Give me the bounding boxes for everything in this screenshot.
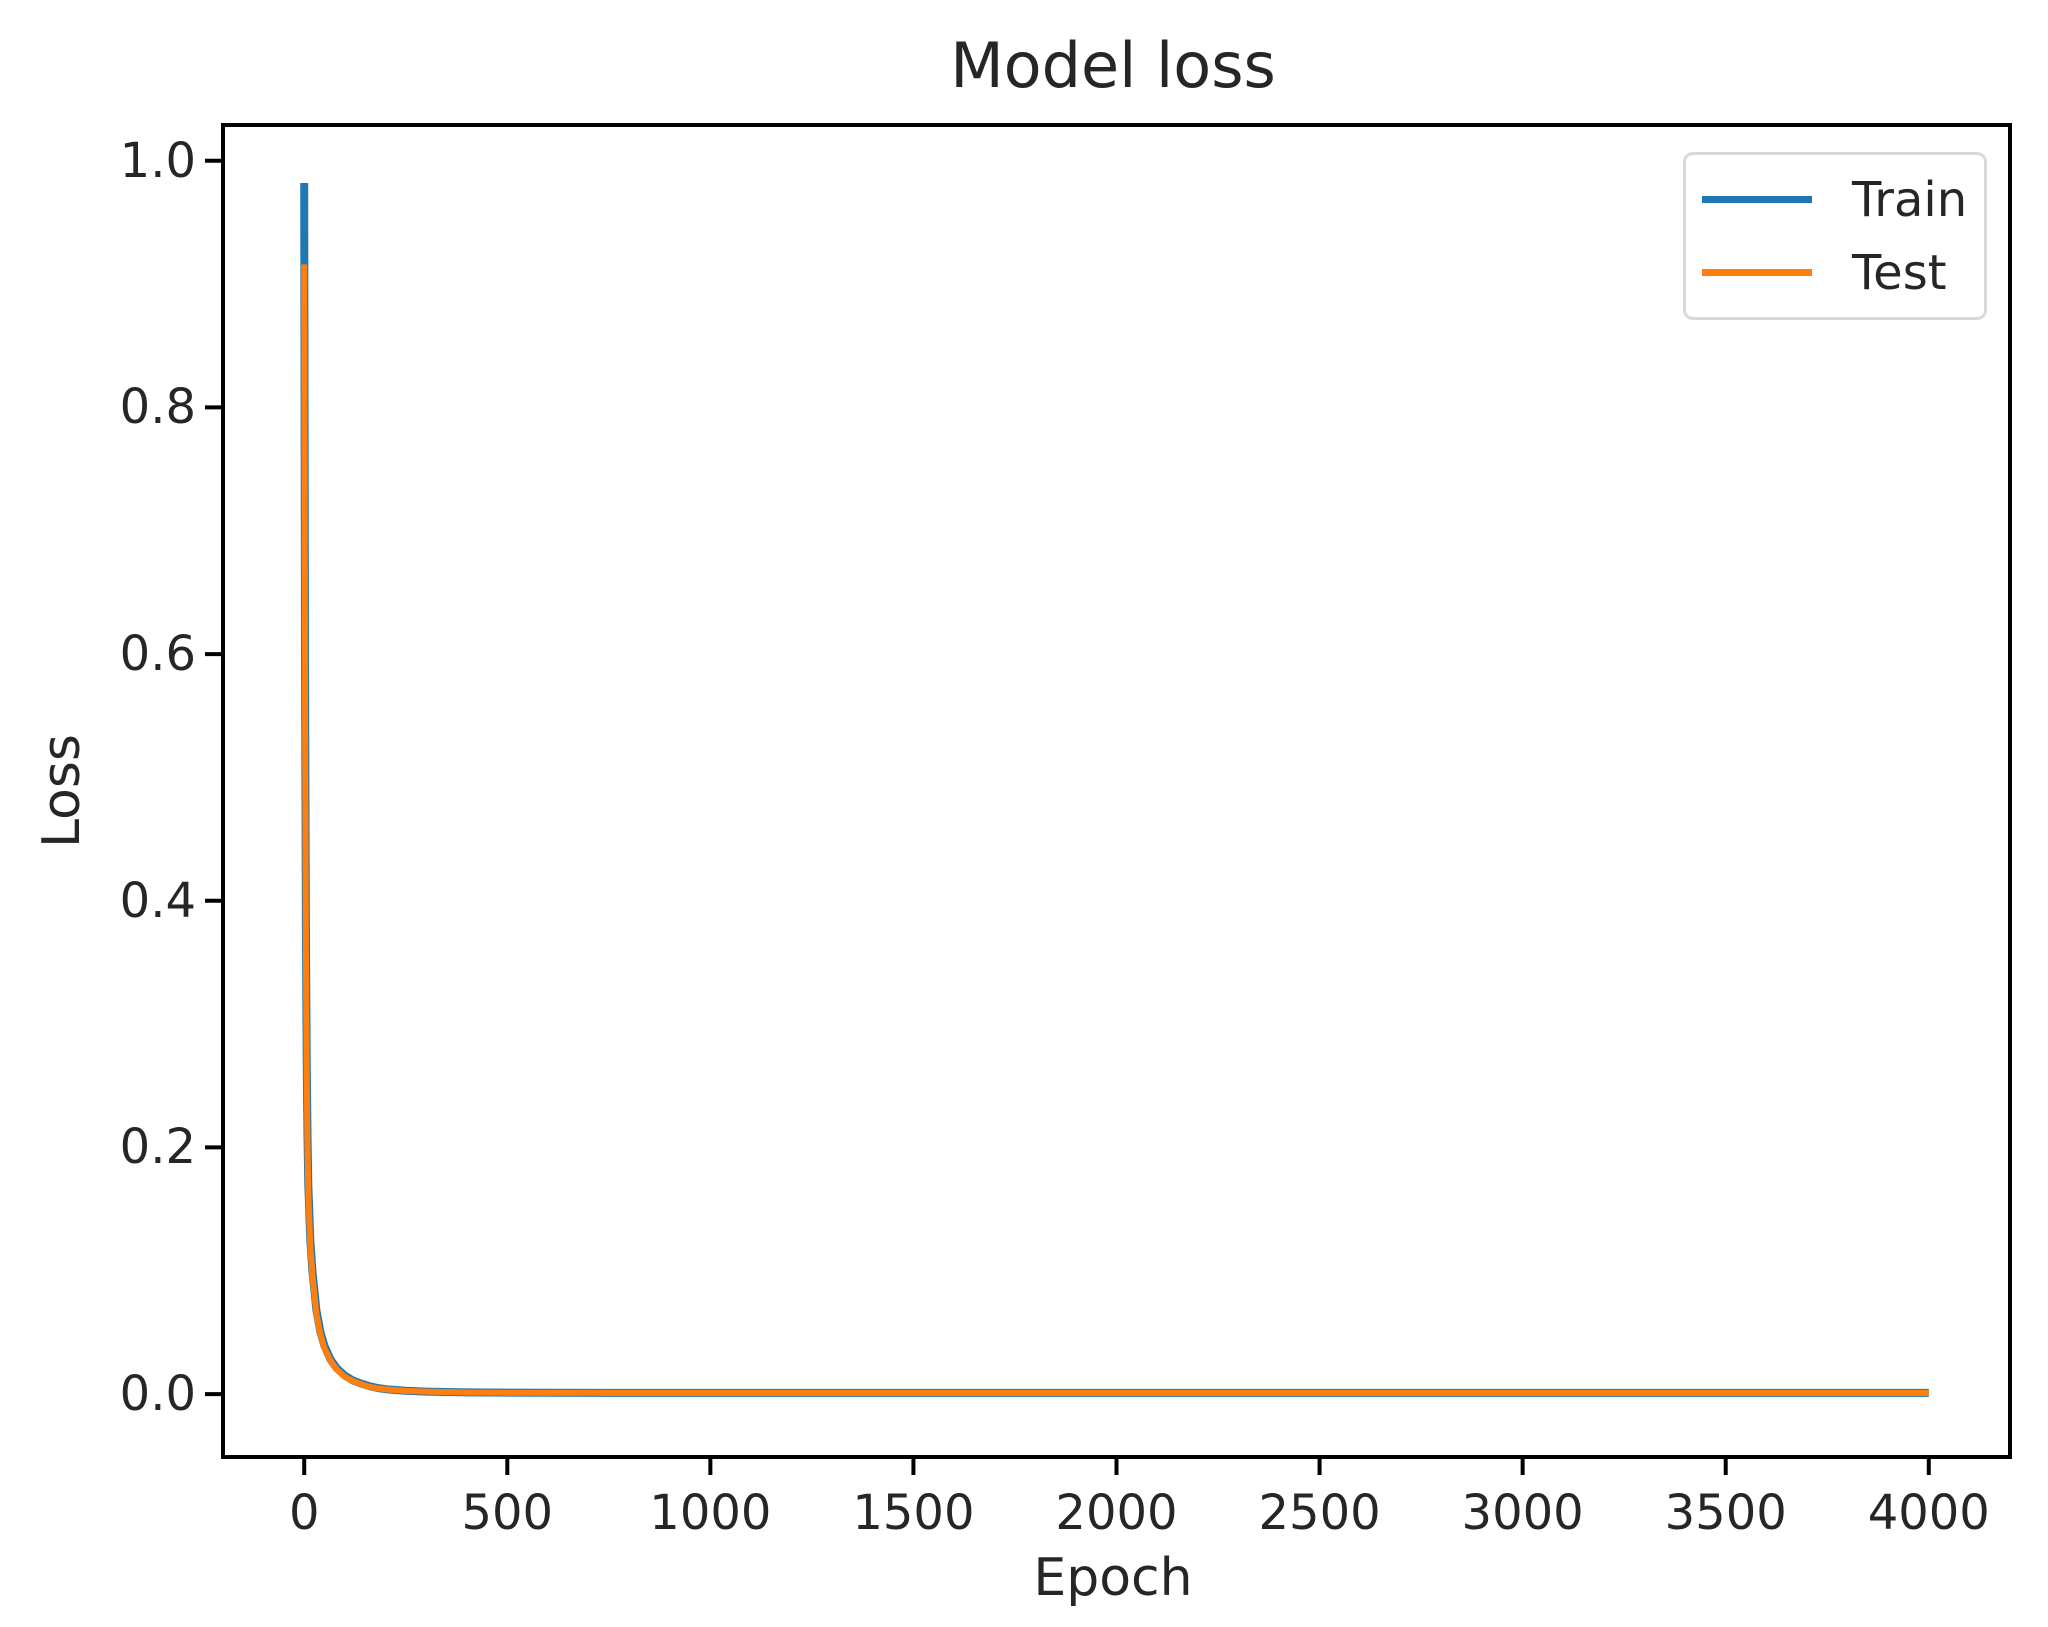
y-tick-label: 0.6 <box>119 626 196 683</box>
y-tick-label: 1.0 <box>119 132 196 189</box>
x-tick-label: 3500 <box>1664 1485 1787 1541</box>
legend-label-test: Test <box>1852 244 1947 301</box>
legend-label-train: Train <box>1852 171 1968 228</box>
y-tick-label: 0.8 <box>119 379 196 436</box>
x-tick-label: 2000 <box>1055 1485 1178 1541</box>
train-loss-line <box>300 182 1929 1397</box>
x-tick-label: 4000 <box>1867 1485 1990 1541</box>
legend-entry-train: Train <box>1702 172 1984 228</box>
y-axis-label: Loss <box>32 733 92 849</box>
x-tick-label: 1000 <box>649 1485 772 1541</box>
x-tick-label: 3000 <box>1461 1485 1584 1541</box>
x-tick-label: 0 <box>288 1485 320 1541</box>
x-tick-label: 1500 <box>852 1485 975 1541</box>
y-tick-label: 0.4 <box>119 872 196 929</box>
x-tick-label: 2500 <box>1258 1485 1381 1541</box>
train-line-swatch <box>1702 196 1812 203</box>
test-line-swatch <box>1702 269 1812 276</box>
legend: Train Test <box>1683 152 1987 320</box>
y-tick-label: 0.2 <box>119 1119 196 1176</box>
axes-spines <box>221 123 2012 1459</box>
legend-entry-test: Test <box>1702 245 1984 301</box>
x-axis-label: Epoch <box>1033 1548 1193 1608</box>
x-tick-label: 500 <box>461 1485 554 1541</box>
test-loss-line <box>301 264 1929 1396</box>
y-tick-label: 0.0 <box>119 1366 196 1423</box>
chart-title: Model loss <box>950 29 1276 102</box>
